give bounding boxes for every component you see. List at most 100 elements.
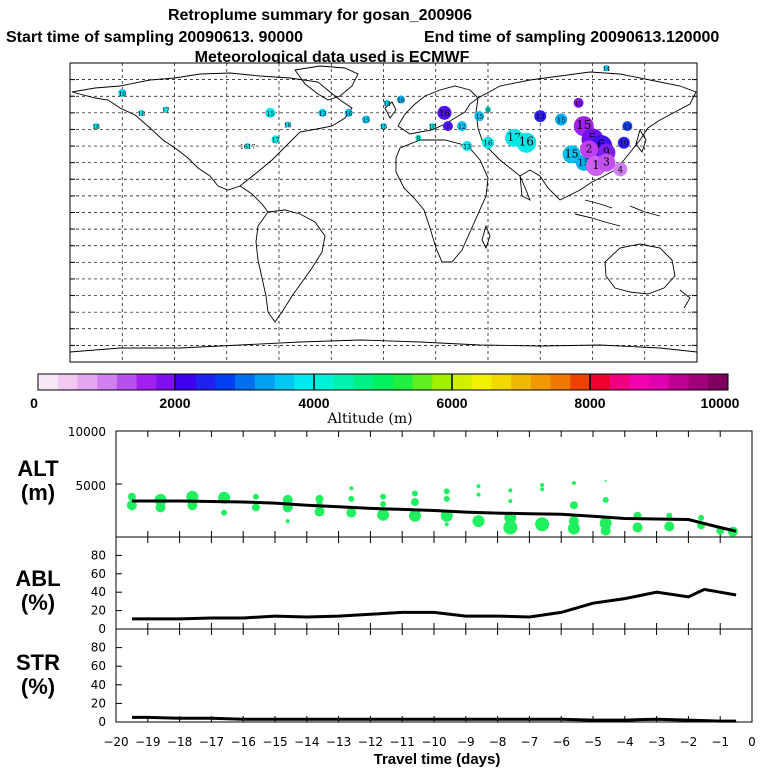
alt-point [408, 509, 421, 522]
alt-ytick: 5000 [75, 479, 106, 493]
plume-marker-label: 12 [458, 124, 466, 131]
colorbar-cell [609, 374, 630, 390]
plume-marker [415, 134, 422, 141]
abl-ytick: 0 [98, 622, 106, 636]
x-tick-label: −5 [584, 735, 602, 749]
plume-marker-label: 17 [272, 137, 280, 144]
colorbar-cell [294, 374, 315, 390]
alt-point [535, 517, 550, 532]
plume-marker [437, 105, 452, 120]
plume-marker [613, 162, 628, 177]
plume-marker [383, 99, 390, 106]
x-tick-label: −13 [326, 735, 351, 749]
plume-marker-label: 10 [428, 124, 436, 131]
alt-point [380, 493, 387, 500]
alt-point [444, 522, 449, 527]
plume-marker-label: 8 [416, 136, 420, 143]
alt-ytick: 10000 [68, 425, 106, 439]
colorbar-cell [432, 374, 453, 390]
abl-ytick: 60 [91, 567, 106, 581]
alt-point [285, 519, 290, 524]
colorbar-cell [491, 374, 512, 390]
colorbar-cell [668, 374, 690, 390]
plume-marker [271, 135, 280, 144]
plume-marker [244, 143, 251, 150]
x-tick-label: 0 [748, 735, 756, 749]
x-tick-label: −7 [521, 735, 539, 749]
abl-yticks: 0 20 40 60 80 [91, 548, 122, 636]
plume-marker [362, 115, 371, 124]
plume-marker-label: 8 [486, 108, 490, 115]
colorbar-tick: 6000 [436, 395, 467, 411]
alt-unit: (m) [21, 480, 55, 505]
plume-marker-label: 18 [92, 124, 100, 131]
alt-point [599, 517, 612, 530]
plume-marker [380, 123, 387, 130]
colorbar-cell [471, 374, 492, 390]
colorbar-cell [353, 374, 374, 390]
plume-marker-label: 16 [118, 91, 126, 98]
colorbar-cell [412, 374, 433, 390]
str-title: STR [16, 650, 60, 675]
alt-point [664, 521, 675, 532]
colorbar-cell [511, 374, 532, 390]
alt-point [349, 486, 354, 491]
plume-marker [265, 107, 276, 118]
plume-marker-label: 9 [603, 146, 610, 159]
plume-marker-label: 16 [439, 108, 450, 118]
plume-marker-label: 17 [162, 108, 170, 115]
colorbar-tick: 10000 [701, 395, 740, 411]
str-ytick: 80 [91, 641, 106, 655]
x-tick-label: −19 [135, 735, 160, 749]
x-tick-label: −3 [648, 735, 666, 749]
time-series-panels: ALT (m) 5000 10000 ABL (%) 0 20 40 60 80 STR… [15, 425, 755, 768]
start-time-label: Start time of sampling 20090613. 90000 [6, 29, 303, 46]
x-tick-label: −6 [552, 735, 570, 749]
colorbar-tick: 0 [30, 395, 38, 411]
plume-marker [482, 136, 494, 149]
colorbar-cell [254, 374, 276, 390]
x-tick-label: −4 [616, 735, 634, 749]
plume-marker-label: 2 [586, 142, 593, 155]
abl-panel: ABL (%) 0 20 40 60 80 [15, 548, 737, 636]
alt-points [126, 479, 738, 537]
plume-marker-label: 15 [475, 114, 483, 121]
alt-point [348, 495, 355, 502]
plume-marker [516, 132, 537, 153]
x-axis-label: Travel time (days) [374, 751, 501, 768]
str-ytick: 20 [91, 696, 106, 710]
abl-unit: (%) [21, 590, 55, 615]
colorbar-cell [156, 374, 177, 390]
colorbar-tick: 2000 [159, 395, 190, 411]
x-tick-label: −9 [457, 735, 475, 749]
colorbar-label: Altitude (m) [326, 411, 412, 427]
str-yticks: 0 20 40 60 80 [91, 641, 122, 729]
colorbar-cell [57, 374, 78, 390]
x-tick-label: −10 [421, 735, 446, 749]
alt-point [604, 479, 607, 482]
alt-point [221, 509, 228, 516]
str-unit: (%) [21, 674, 55, 699]
alt-point [503, 520, 518, 535]
alt-point [411, 490, 418, 497]
str-ytick: 60 [91, 659, 106, 673]
x-tick-label: −18 [167, 735, 192, 749]
alt-point [698, 514, 705, 521]
plume-marker-label: 16 [397, 98, 405, 105]
plume-marker [474, 111, 485, 122]
colorbar-cell [688, 374, 709, 390]
alt-point [540, 483, 545, 488]
abl-ytick: 40 [91, 585, 106, 599]
plume-marker [462, 141, 473, 152]
plume-marker-label: 1617 [240, 144, 255, 151]
alt-point [410, 498, 419, 507]
colorbar-cell [530, 374, 552, 390]
colorbar-cell [629, 374, 650, 390]
end-time-label: End time of sampling 20090613.120000 [424, 29, 719, 46]
plume-marker-label: 15 [557, 115, 567, 124]
plume-marker [442, 121, 453, 132]
alt-point [508, 488, 513, 493]
plume-marker-label: 16 [345, 111, 353, 118]
colorbar-tick: 8000 [574, 395, 605, 411]
